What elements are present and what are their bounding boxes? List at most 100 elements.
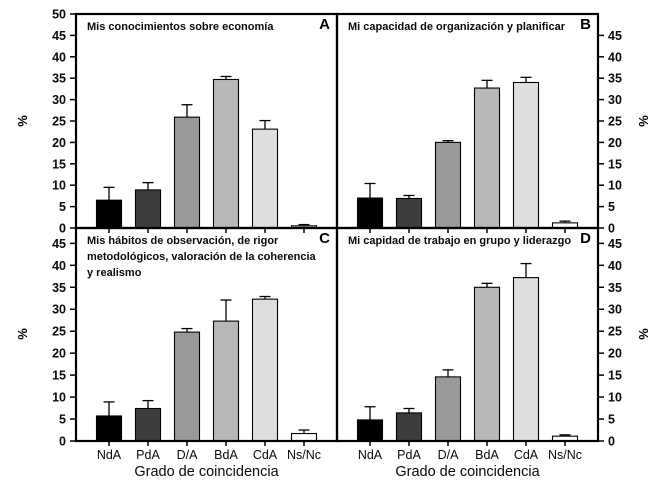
y-tick-label: 30 <box>608 93 622 107</box>
x-category-label-CdA: CdA <box>513 448 539 462</box>
bar-PdA <box>134 407 162 442</box>
panel-b: 0 5 10 15 20 25 30 35 40 45 Mi capacidad de organ… <box>335 12 622 236</box>
y-tick-label: 10 <box>52 391 66 405</box>
bar-BdA <box>212 78 240 229</box>
y-tick-label: 5 <box>59 413 66 427</box>
y-tick-label: 20 <box>52 347 66 361</box>
bar-PdA <box>395 197 423 229</box>
y-tick-label: 25 <box>52 325 66 339</box>
bar-NdA <box>356 197 384 229</box>
bar-BdA <box>473 87 501 229</box>
x-category-label-PdA: PdA <box>136 448 160 462</box>
y-tick-label: 15 <box>52 157 66 171</box>
y-tick-label: 30 <box>608 303 622 317</box>
y-tick-label: 0 <box>608 435 615 449</box>
y-tick-label: 25 <box>608 115 622 129</box>
panel-c-title: Mis hábitos de observación, de rigor met… <box>87 235 316 279</box>
y-tick-label: 5 <box>608 413 615 427</box>
bar-CdA <box>512 277 540 442</box>
bar-D/A <box>173 331 201 442</box>
bar-CdA <box>251 128 279 229</box>
y-tick-label: 15 <box>608 369 622 383</box>
panel-d-title: Mi capidad de trabajo en grupo y lideraz… <box>348 235 572 247</box>
y-tick-label: 40 <box>52 50 66 64</box>
x-category-label-CdA: CdA <box>252 448 278 462</box>
y-tick-label: 10 <box>52 179 66 193</box>
y-tick-label: 40 <box>608 50 622 64</box>
y-axis-label-d: % <box>636 328 652 340</box>
y-tick-label: 35 <box>608 72 622 86</box>
panel-c-letter: C <box>319 230 330 247</box>
x-category-label-NdA: NdA <box>96 448 122 462</box>
y-tick-label: 0 <box>59 435 66 449</box>
y-tick-label: 5 <box>59 200 66 214</box>
bar-D/A <box>434 376 462 442</box>
y-tick-label: 10 <box>608 391 622 405</box>
y-tick-label: 15 <box>52 369 66 383</box>
y-tick-label: 25 <box>608 325 622 339</box>
panel-b-title: Mi capacidad de organización y planifica… <box>348 21 566 33</box>
panel-D-plot: 0 5 10 15 20 25 30 35 40 45 <box>335 226 622 449</box>
y-tick-label: 0 <box>608 222 615 236</box>
panel-c: 0 5 10 15 20 25 30 35 40 45 Mis hábitos de observ… <box>52 226 339 449</box>
x-category-label-Ns/Nc: Ns/Nc <box>547 448 583 462</box>
bar-Ns/Nc <box>290 432 318 442</box>
y-tick-label: 5 <box>608 200 615 214</box>
y-tick-label: 20 <box>608 347 622 361</box>
panel-A-plot: 0 5 10 15 20 25 30 35 40 45 50 <box>52 8 339 236</box>
y-axis-label-b: % <box>636 115 652 127</box>
x-category-label-BdA: BdA <box>214 448 238 462</box>
x-category-label-PdA: PdA <box>397 448 421 462</box>
bar-CdA <box>251 298 279 442</box>
y-tick-label: 35 <box>52 281 66 295</box>
bar-NdA <box>95 199 123 229</box>
panel-b-letter: B <box>580 16 591 33</box>
bar-BdA <box>473 286 501 442</box>
bar-NdA <box>356 419 384 442</box>
x-category-label-BdA: BdA <box>475 448 499 462</box>
y-tick-label: 45 <box>52 29 66 43</box>
y-tick-label: 35 <box>52 72 66 86</box>
panel-C-plot: 0 5 10 15 20 25 30 35 40 45 <box>52 226 339 449</box>
y-tick-label: 30 <box>52 303 66 317</box>
y-tick-label: 45 <box>52 237 66 251</box>
y-tick-label: 15 <box>608 157 622 171</box>
panel-d: 0 5 10 15 20 25 30 35 40 45 Mi capidad de trabajo… <box>335 226 622 449</box>
x-category-label-D/A: D/A <box>176 448 198 462</box>
y-tick-label: 0 <box>59 222 66 236</box>
y-tick-label: 20 <box>52 136 66 150</box>
x-axis-label-left: Grado de coincidencia <box>134 464 279 480</box>
y-tick-label: 40 <box>52 259 66 273</box>
y-tick-label: 10 <box>608 179 622 193</box>
bar-D/A <box>173 116 201 229</box>
y-tick-label: 40 <box>608 259 622 273</box>
bar-BdA <box>212 320 240 442</box>
y-tick-label: 45 <box>608 29 622 43</box>
x-category-label-D/A: D/A <box>437 448 459 462</box>
panel-border <box>335 226 600 443</box>
bar-NdA <box>95 415 123 442</box>
y-tick-label: 30 <box>52 93 66 107</box>
bar-CdA <box>512 81 540 229</box>
panel-a-title: Mis conocimientos sobre economía <box>87 21 274 33</box>
panel-a-letter: A <box>319 16 330 33</box>
panel-border <box>74 12 339 230</box>
x-axis-label-right: Grado de coincidencia <box>395 464 540 480</box>
y-tick-label: 35 <box>608 281 622 295</box>
bar-D/A <box>434 141 462 229</box>
panel-d-letter: D <box>580 230 591 247</box>
bar-PdA <box>134 189 162 229</box>
y-axis-label-a: % <box>14 115 30 127</box>
bar-PdA <box>395 412 423 442</box>
y-tick-label: 25 <box>52 115 66 129</box>
panel-B-plot: 0 5 10 15 20 25 30 35 40 45 <box>335 12 622 236</box>
y-axis-label-c: % <box>14 328 30 340</box>
y-tick-label: 20 <box>608 136 622 150</box>
x-category-label-NdA: NdA <box>357 448 383 462</box>
y-tick-label: 50 <box>52 8 66 22</box>
x-category-label-Ns/Nc: Ns/Nc <box>286 448 322 462</box>
panel-border <box>335 12 600 230</box>
y-tick-label: 45 <box>608 237 622 251</box>
panel-a: 0 5 10 15 20 25 30 35 40 45 50 Mis conocimientos s… <box>52 8 339 236</box>
